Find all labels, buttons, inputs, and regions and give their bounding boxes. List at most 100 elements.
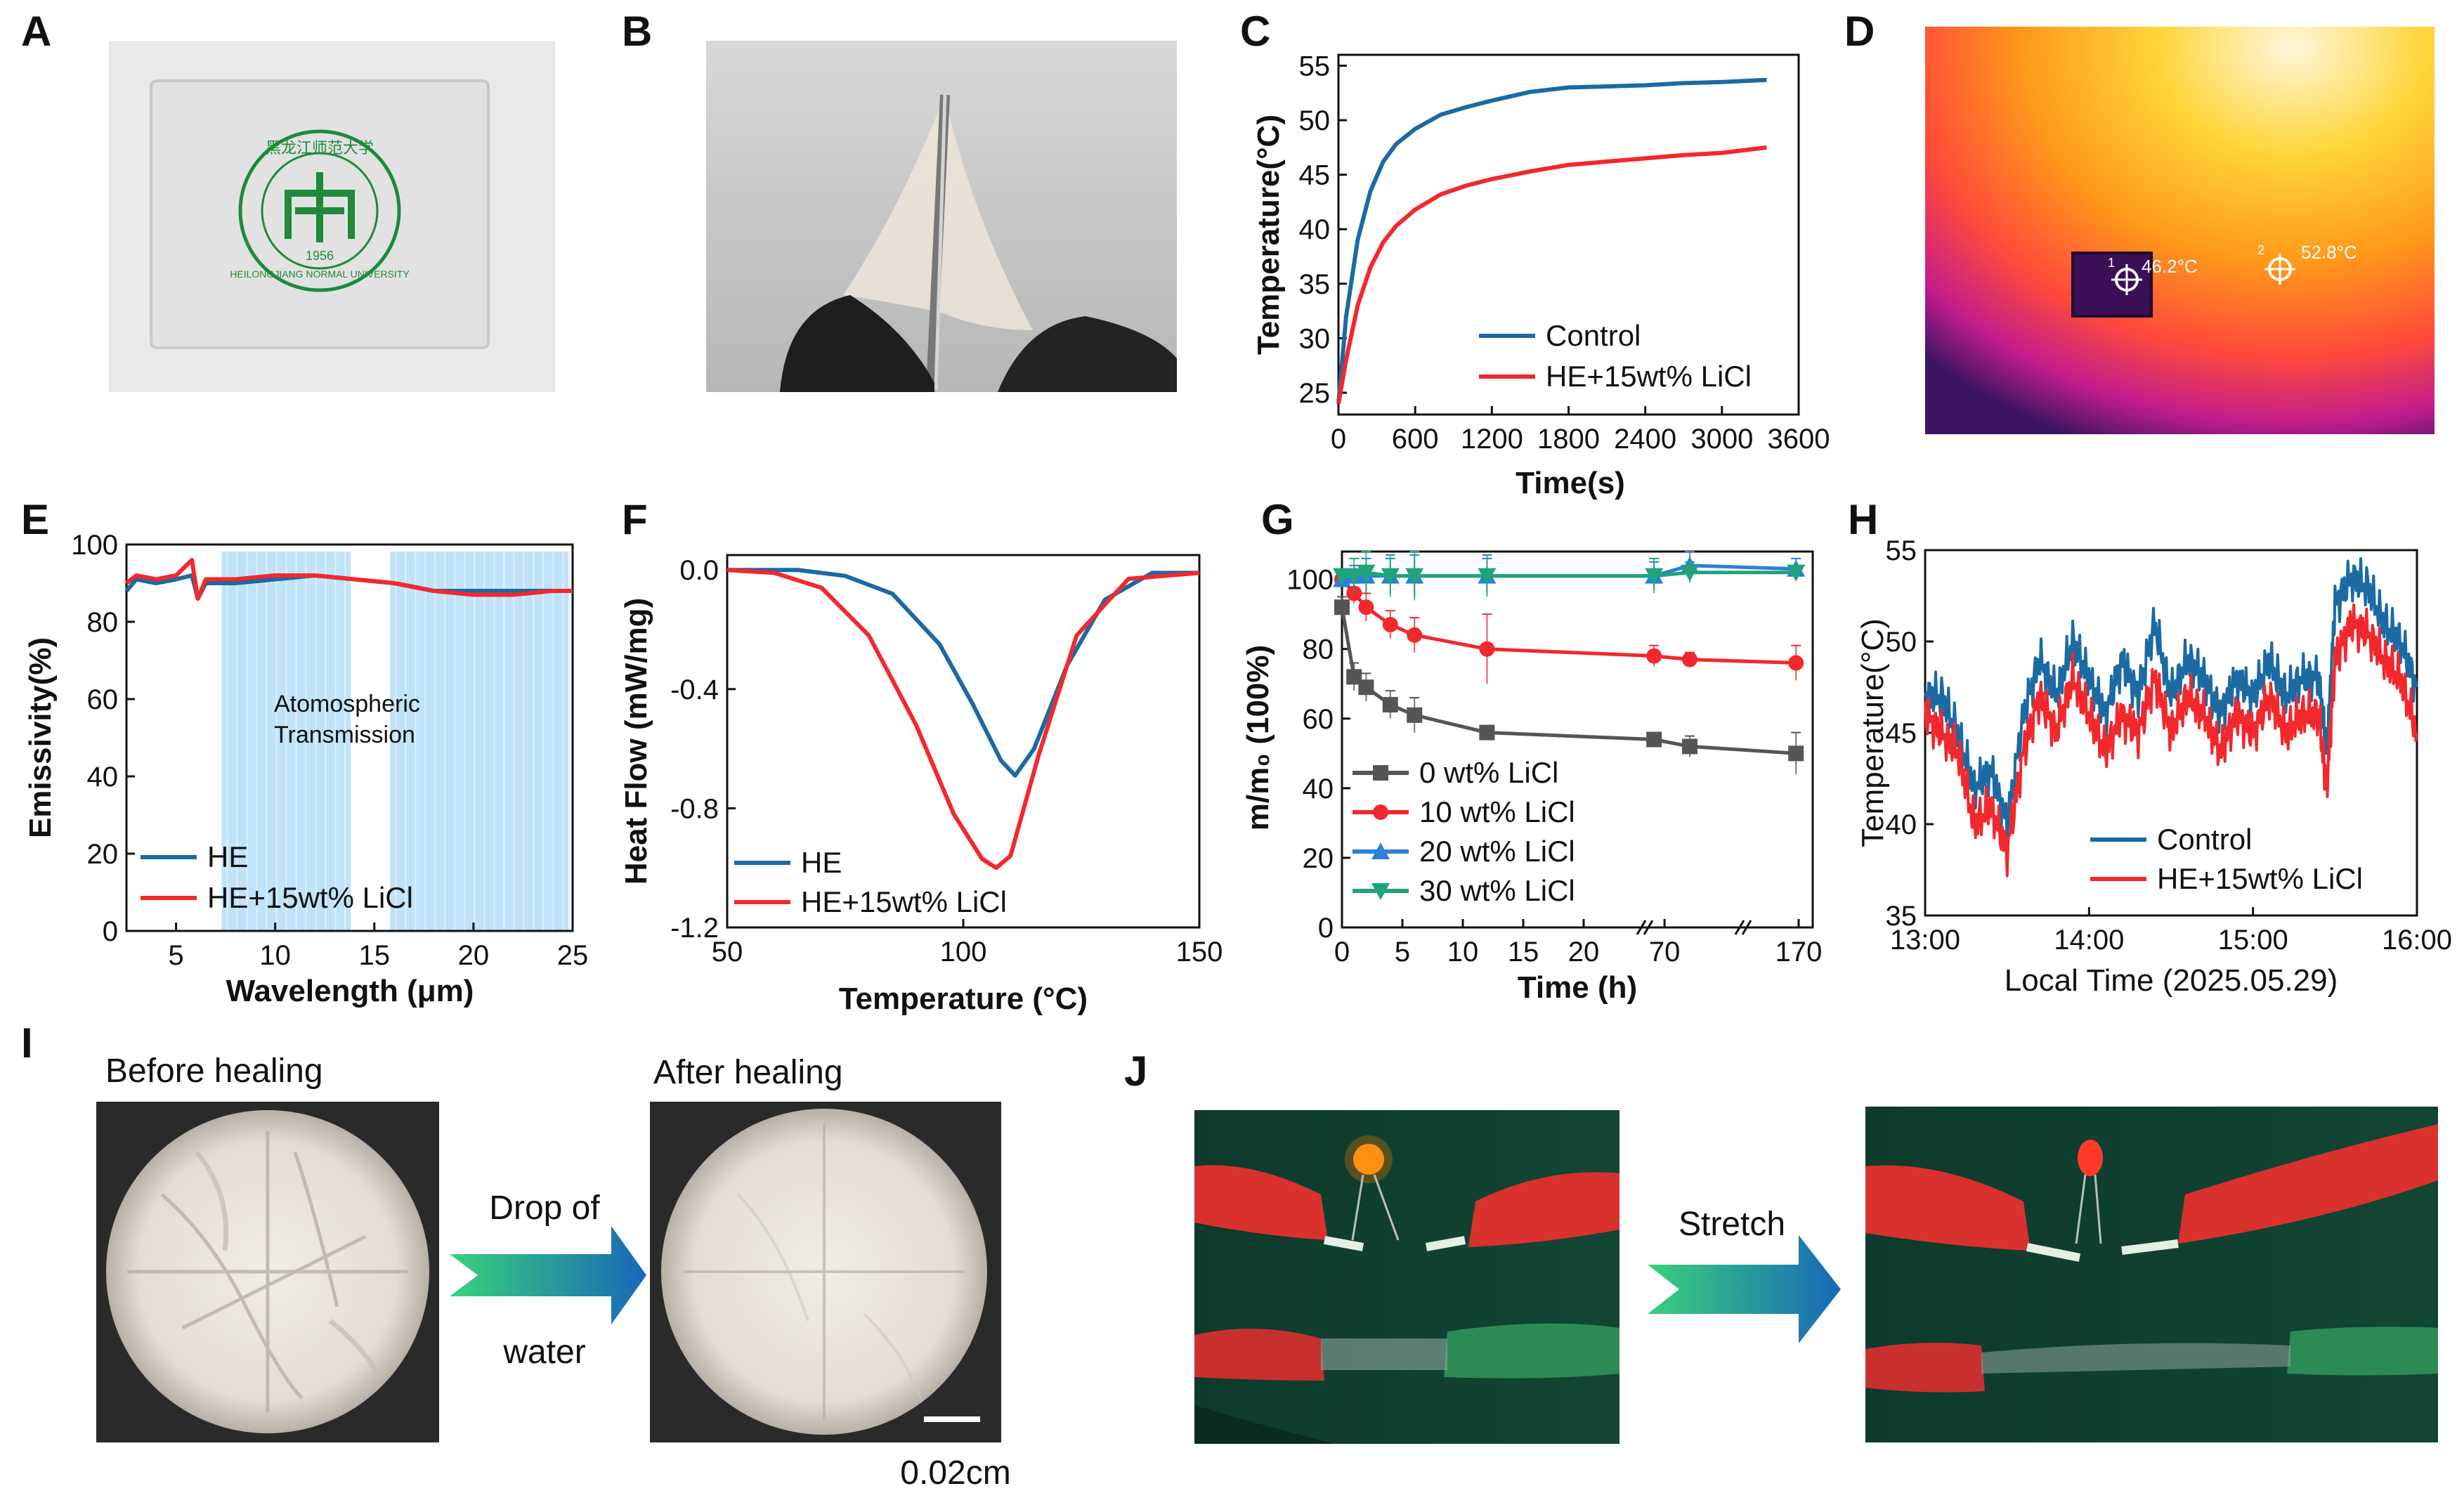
chart-g-point — [1479, 724, 1495, 741]
chart-g-series-1 — [1341, 578, 1797, 665]
healing-arrow-label-top: Drop of — [489, 1190, 600, 1227]
chart-f-ytick-label: 0.0 — [679, 555, 719, 586]
chart-e-series-1 — [125, 558, 573, 601]
chart-e-xtick-label: 5 — [168, 940, 183, 971]
chart-e-ytick-label: 100 — [71, 530, 118, 561]
thermal-marker-1-value: 46.2°C — [2142, 256, 2198, 277]
before-healing-label: Before healing — [105, 1052, 323, 1090]
chart-g-ylabel: m/m₀ (100%) — [1241, 645, 1275, 830]
circuit-photo-before — [1194, 1110, 1619, 1444]
chart-g-ytick-label: 20 — [1303, 843, 1334, 874]
chart-g-point — [1405, 568, 1424, 585]
chart-g-legend-marker — [1371, 842, 1390, 859]
chart-g-xtick-label: 0 — [1334, 937, 1350, 967]
chart-g-legend-marker — [1373, 765, 1388, 781]
chart-f-series-1 — [726, 568, 1200, 871]
chart-f-ytick-label: -0.4 — [670, 674, 719, 705]
chart-f-plot-frame — [726, 554, 1201, 929]
chart-e-atm-band-1 — [390, 552, 569, 931]
panel-i: Before healing Drop of water After heali… — [96, 1052, 1011, 1492]
chart-c-xtick-label: 3600 — [1768, 424, 1830, 455]
chart-e: 5 10 15 20 25 0 20 40 60 80 100 HE HE+15wt% LiCl At… — [23, 530, 588, 1008]
chart-g-xlabel: Time (h) — [1518, 970, 1637, 1005]
chart-e-legend-label: HE+15wt% LiCl — [207, 881, 413, 914]
healing-arrow — [450, 1226, 646, 1324]
chart-c-xtick-label: 1200 — [1461, 424, 1523, 455]
chart-h-ylabel: Temperature(°C) — [1856, 618, 1890, 847]
panel-label-a: A — [21, 8, 51, 55]
photo-a-film: 黑龙江师范大学 HEILONGJIANG NORMAL UNIVERSITY 1… — [109, 41, 555, 392]
stretched-conductor — [1981, 1343, 2290, 1374]
healing-arrow-label-bottom: water — [502, 1334, 585, 1371]
chart-c-ytick-label: 55 — [1299, 51, 1331, 82]
chart-e-ylabel: Emissivity(%) — [23, 637, 58, 838]
chart-g-point — [1646, 731, 1662, 748]
stretch-arrow-label: Stretch — [1679, 1206, 1785, 1243]
chart-g-legend-label: 0 wt% LiCl — [1419, 756, 1558, 789]
seal-top-text: 黑龙江师范大学 — [266, 139, 374, 157]
chart-h-series-0 — [1924, 557, 2418, 846]
chart-e-ytick-label: 20 — [87, 839, 119, 870]
chart-e-xlabel: Wavelength (μm) — [226, 974, 474, 1008]
chart-h-ytick-label: 35 — [1886, 901, 1917, 932]
chart-f-xtick-label: 50 — [712, 937, 743, 967]
chart-h-xlabel: Local Time (2025.05.29) — [2005, 963, 2338, 998]
chart-h-xtick-label: 15:00 — [2218, 925, 2288, 956]
chart-g-point — [1358, 679, 1374, 696]
chart-c-xtick-label: 3000 — [1690, 424, 1753, 455]
chart-c-ytick-label: 25 — [1299, 378, 1331, 409]
panel-label-b: B — [622, 8, 652, 55]
chart-h-ytick-label: 55 — [1886, 535, 1917, 566]
chart-g-legend-label: 20 wt% LiCl — [1419, 835, 1575, 868]
panel-j: Stretch — [1194, 1107, 2438, 1444]
chart-g-point — [1479, 641, 1495, 657]
chart-g-point — [1680, 564, 1699, 582]
chart-e-ytick-label: 80 — [87, 607, 119, 638]
chart-e-xtick-label: 15 — [359, 940, 391, 971]
stretch-arrow — [1648, 1235, 1841, 1343]
panel-label-h: H — [1848, 496, 1878, 543]
chart-g-xtick-label: 70 — [1649, 937, 1681, 967]
panel-label-d: D — [1844, 8, 1875, 55]
led-after — [2078, 1140, 2103, 1176]
chart-g-point — [1787, 564, 1806, 582]
photo-b-stretched-film — [706, 41, 1177, 392]
chart-g-xtick-label: 20 — [1568, 937, 1600, 967]
chart-h-xtick-label: 13:00 — [1890, 925, 1960, 956]
chart-e-annotation-line1: Atomospheric — [274, 691, 420, 717]
chart-c-ytick-label: 30 — [1299, 323, 1331, 354]
seal-logo — [238, 129, 401, 292]
chart-g-point — [1358, 599, 1374, 615]
panel-label-f: F — [622, 496, 648, 543]
chart-g-legend-marker — [1373, 804, 1388, 820]
chart-h: 13:00 14:00 15:00 16:00 35 40 45 50 55 Control HE… — [1856, 535, 2452, 998]
chart-e-series-0 — [124, 573, 573, 601]
panel-label-e: E — [21, 496, 49, 543]
chart-g-ytick-label: 60 — [1303, 704, 1334, 735]
seal-bottom-text: HEILONGJIANG NORMAL UNIVERSITY — [230, 268, 410, 280]
chart-g-point — [1407, 627, 1423, 643]
chart-g-point — [1681, 738, 1697, 755]
chart-c-xtick-label: 2400 — [1614, 424, 1676, 455]
photo-d-thermal-image: 1 46.2°C 2 52.8°C — [1925, 27, 2435, 434]
chart-h-series-1 — [1924, 603, 2418, 878]
chart-g-legend-label: 10 wt% LiCl — [1419, 795, 1575, 828]
chart-c-series-0 — [1336, 77, 1767, 404]
chart-g-point — [1382, 696, 1398, 712]
chart-e-ytick-label: 60 — [87, 684, 119, 715]
thermal-marker-2-index: 2 — [2257, 243, 2264, 257]
chart-g-xtick-label: 15 — [1508, 937, 1539, 967]
chart-g-point — [1357, 564, 1376, 582]
chart-h-ytick-label: 45 — [1886, 718, 1917, 749]
panel-label-g: G — [1261, 496, 1294, 543]
chart-f-legend-label: HE — [801, 846, 842, 879]
chart-h-legend-label: Control — [2157, 823, 2252, 856]
chart-e-annotation-line2: Transmission — [274, 722, 415, 748]
chart-f-xtick-label: 100 — [940, 937, 987, 967]
chart-g-point — [1681, 651, 1697, 667]
chart-h-ytick-label: 50 — [1886, 627, 1917, 658]
chart-g-ytick-label: 0 — [1318, 913, 1334, 944]
led-lit — [1353, 1144, 1384, 1175]
panel-label-c: C — [1240, 8, 1270, 55]
